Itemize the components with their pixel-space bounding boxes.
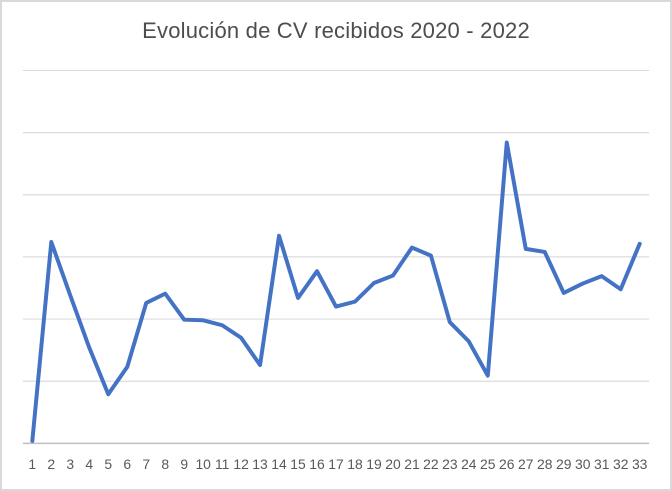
data-series-line (30, 140, 642, 443)
x-tick-label: 32 (613, 456, 629, 472)
x-tick-label: 11 (215, 456, 230, 472)
x-tick-label: 22 (423, 456, 439, 472)
x-tick-label: 17 (328, 456, 344, 472)
x-tick-label: 8 (161, 456, 169, 472)
x-tick-label: 14 (271, 456, 287, 472)
x-tick-label: 2 (47, 456, 55, 472)
x-tick-label: 29 (556, 456, 572, 472)
x-tick-label: 33 (632, 456, 648, 472)
x-tick-label: 28 (537, 456, 553, 472)
x-tick-label: 13 (252, 456, 268, 472)
x-tick-label: 30 (575, 456, 591, 472)
x-tick-label: 12 (233, 456, 249, 472)
x-tick-label: 19 (366, 456, 382, 472)
x-tick-label: 4 (85, 456, 93, 472)
x-tick-label: 20 (385, 456, 401, 472)
x-tick-label: 27 (518, 456, 534, 472)
x-tick-label: 31 (594, 456, 610, 472)
x-tick-label: 21 (404, 456, 420, 472)
x-tick-label: 3 (66, 456, 74, 472)
x-tick-label: 5 (104, 456, 112, 472)
x-tick-label: 26 (499, 456, 515, 472)
x-tick-label: 1 (28, 456, 36, 472)
x-tick-label: 10 (195, 456, 211, 472)
x-tick-label: 6 (123, 456, 131, 472)
x-tick-label: 9 (180, 456, 188, 472)
x-tick-label: 18 (347, 456, 363, 472)
chart-title: Evolución de CV recibidos 2020 - 2022 (142, 18, 530, 43)
x-tick-label: 24 (461, 456, 477, 472)
x-tick-label: 7 (142, 456, 150, 472)
x-tick-label: 16 (309, 456, 325, 472)
x-tick-label: 15 (290, 456, 306, 472)
x-tick-label: 23 (442, 456, 458, 472)
x-tick-label: 25 (480, 456, 496, 472)
